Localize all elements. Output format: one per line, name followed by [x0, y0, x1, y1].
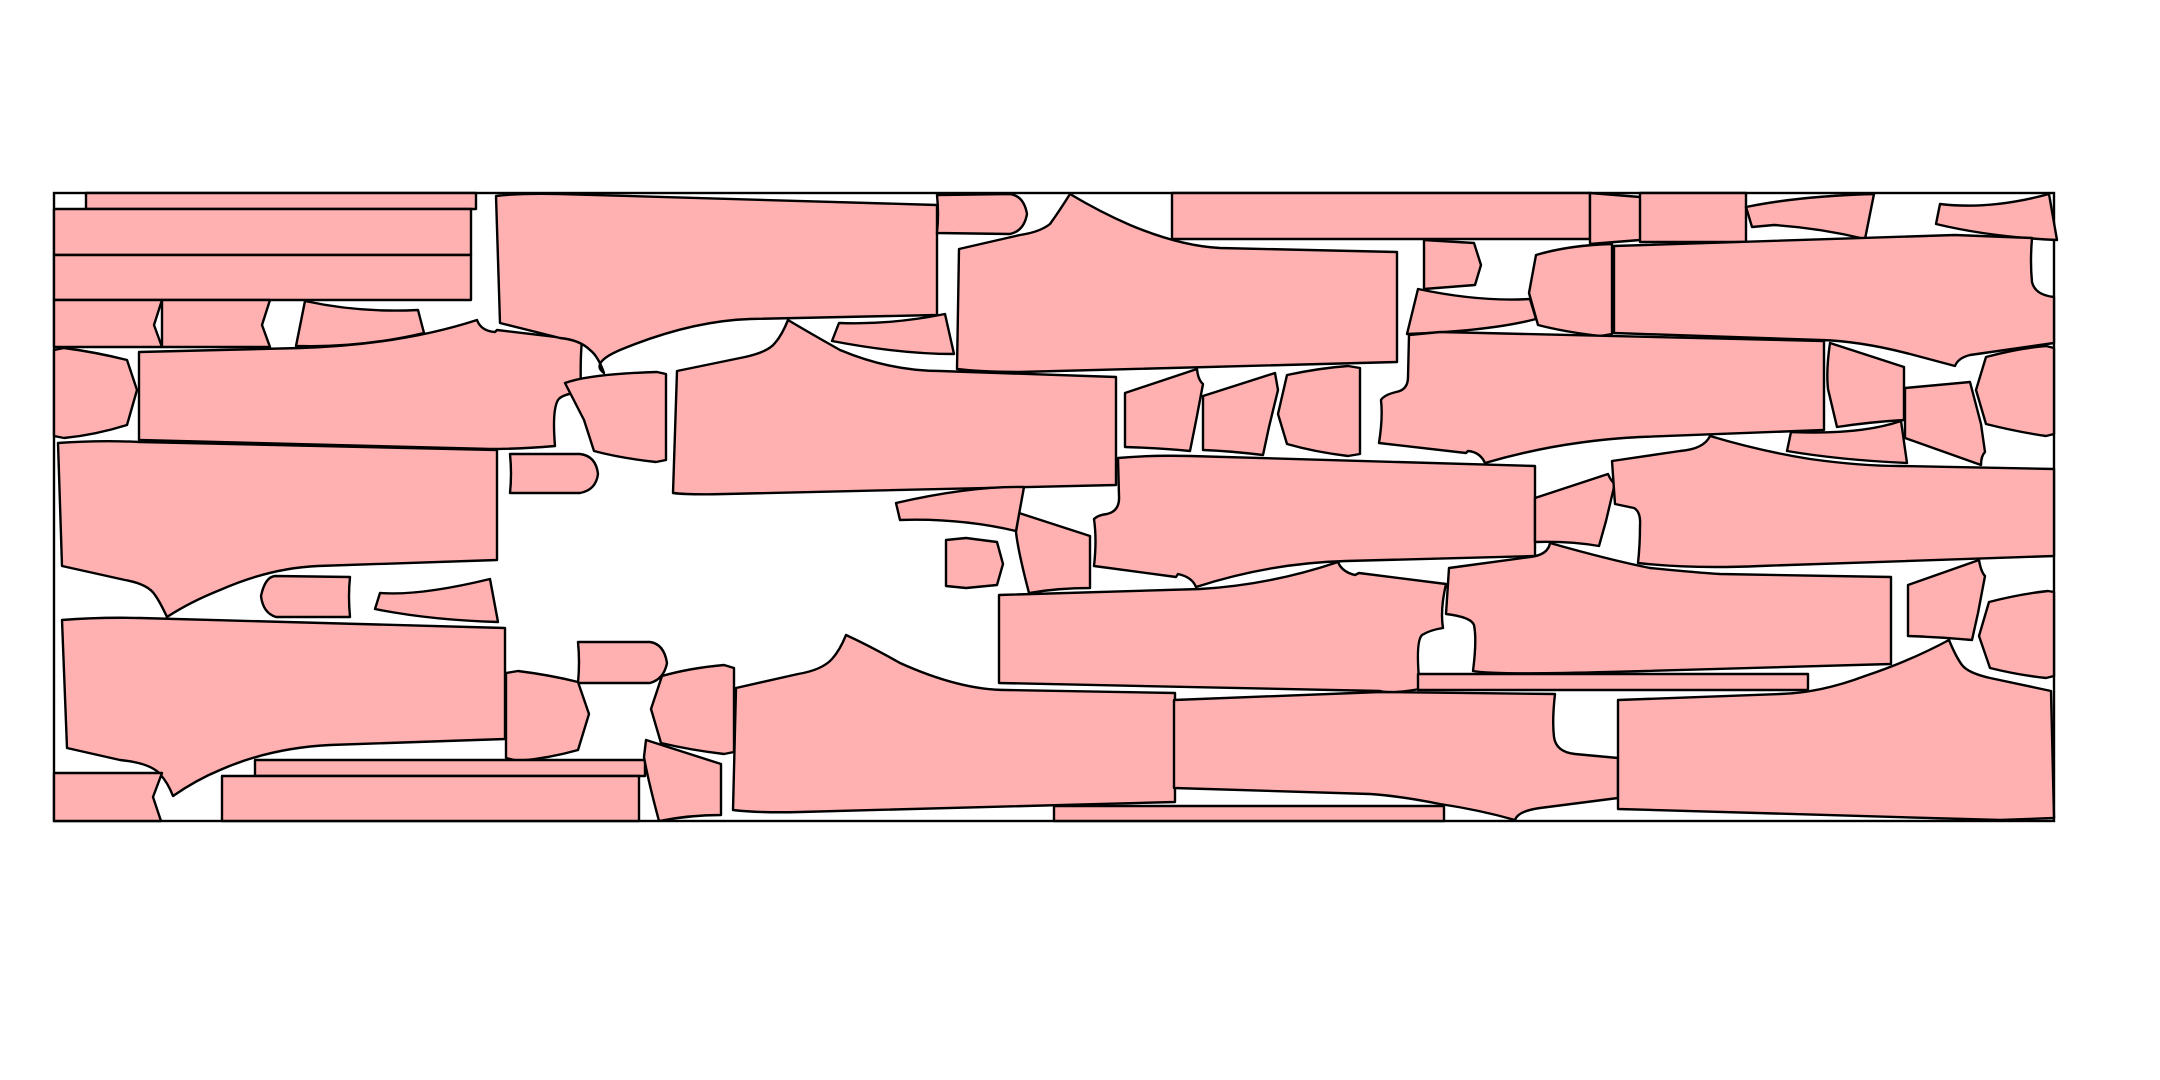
cuff-piece — [1638, 191, 1748, 244]
cuff-piece — [160, 298, 272, 349]
cuff-piece — [52, 771, 164, 823]
side-panel — [563, 370, 668, 464]
side-panel — [1826, 341, 1906, 429]
side-panel — [1533, 472, 1617, 548]
side-panel — [1974, 344, 2056, 438]
strip-piece — [84, 191, 478, 211]
front-panel — [671, 318, 1118, 496]
strip-piece — [220, 774, 641, 823]
strip-piece — [1052, 804, 1446, 823]
sleeve-piece — [137, 318, 584, 451]
pocket-piece — [373, 577, 500, 624]
collar-piece — [935, 192, 1029, 236]
side-panel — [1977, 589, 2056, 680]
collar-piece — [508, 452, 600, 495]
side-panel — [1201, 371, 1280, 457]
sleeve-piece — [1612, 233, 2056, 368]
pocket-piece — [1785, 419, 1909, 465]
strip-piece — [1170, 191, 1592, 241]
pocket-piece — [830, 312, 956, 356]
cuff-piece — [1588, 191, 1648, 246]
side-panel — [642, 738, 723, 823]
side-panel — [1123, 367, 1205, 453]
strip-piece — [52, 207, 473, 257]
pocket-piece — [1934, 192, 2059, 242]
side-panel — [1276, 364, 1362, 458]
pocket-piece — [894, 485, 1026, 533]
strip-piece — [52, 253, 473, 302]
collar-piece — [576, 640, 669, 685]
side-panel — [1906, 558, 1987, 642]
side-panel — [1527, 242, 1614, 338]
collar-piece — [259, 574, 352, 619]
small-square-piece — [1422, 238, 1483, 291]
small-square-piece — [944, 536, 1005, 590]
back-panel — [731, 633, 1177, 814]
side-panel — [52, 346, 139, 440]
sleeve-piece — [1092, 454, 1537, 589]
front-panel — [494, 192, 939, 375]
strip-piece — [1416, 672, 1810, 692]
back-panel — [955, 192, 1399, 374]
body-panel — [60, 616, 507, 798]
side-panel — [649, 663, 736, 756]
pocket-piece — [1744, 192, 1876, 241]
body-panel — [56, 440, 499, 619]
sleeve-piece — [1377, 330, 1826, 465]
strip-piece — [253, 758, 647, 778]
back-panel — [1616, 638, 2056, 822]
cuff-piece — [52, 298, 164, 349]
front-panel — [1172, 690, 1620, 822]
side-panel — [1903, 380, 1987, 467]
side-panel — [504, 669, 591, 763]
back-panel — [1610, 434, 2056, 569]
back-panel — [1444, 541, 1893, 675]
